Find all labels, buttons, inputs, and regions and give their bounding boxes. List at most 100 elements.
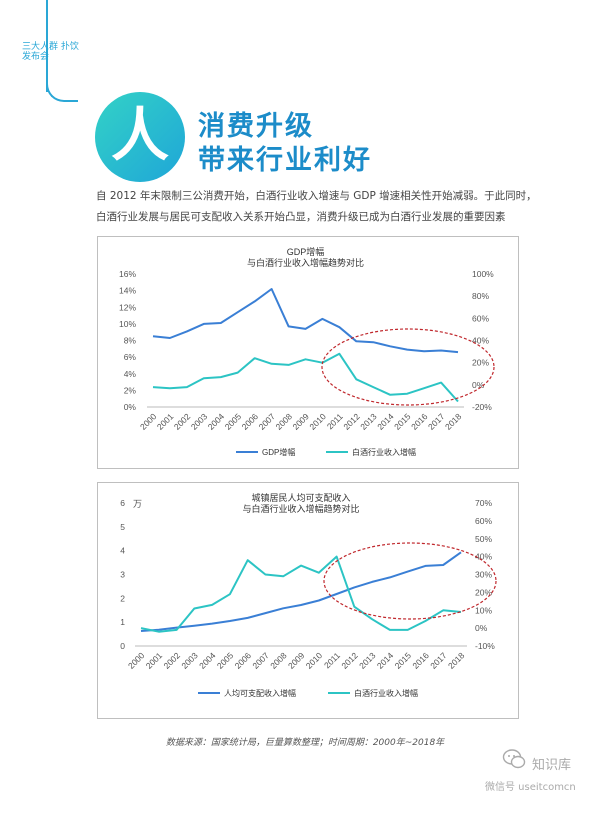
x-tick-label: 2015 (392, 411, 413, 432)
x-tick-label: 2003 (179, 650, 200, 671)
x-tick-label: 2006 (240, 411, 261, 432)
y-unit-label: 万 (133, 499, 142, 509)
x-tick-label: 2014 (375, 411, 396, 432)
series-line-1 (140, 551, 462, 632)
x-tick-label: 2006 (233, 650, 254, 671)
x-tick-label: 2005 (215, 650, 236, 671)
x-tick-label: 2009 (286, 650, 307, 671)
hero-title-line2: 带来行业利好 (198, 145, 372, 176)
y-left-tick-label: 2% (124, 385, 137, 395)
x-tick-label: 2010 (307, 411, 328, 432)
y-right-tick-label: 20% (472, 358, 489, 368)
y-right-tick-label: 0% (475, 623, 488, 633)
x-tick-label: 2002 (162, 650, 183, 671)
y-left-tick-label: 16% (119, 269, 136, 279)
chart-title: GDP增幅 (287, 246, 325, 257)
x-tick-label: 2000 (138, 411, 159, 432)
y-right-tick-label: 10% (475, 605, 492, 615)
y-right-tick-label: 40% (475, 552, 492, 562)
x-tick-label: 2004 (197, 650, 218, 671)
y-right-tick-label: 30% (475, 570, 492, 580)
chart-title: 城镇居民人均可支配收入 (251, 492, 350, 503)
brand-accent-line (46, 0, 48, 92)
y-left-tick-label: 8% (124, 336, 137, 346)
legend-label-2: 白酒行业收入增幅 (354, 688, 418, 698)
watermark-account: 微信号 useitcomcn (485, 782, 576, 793)
brand-accent-curve (46, 80, 78, 102)
y-right-tick-label: 60% (475, 516, 492, 526)
brand-vertical-text: 三大人群 扑饮发布会 (22, 42, 79, 62)
x-tick-label: 2000 (126, 650, 147, 671)
x-tick-label: 2012 (341, 411, 362, 432)
x-tick-label: 2008 (268, 650, 289, 671)
y-left-tick-label: 6% (124, 352, 137, 362)
x-tick-label: 2001 (144, 650, 165, 671)
intro-line1: 自 2012 年末限制三公消费开始，白酒行业收入增速与 GDP 增速相关性开始减… (96, 190, 537, 202)
series-line-2 (152, 352, 459, 403)
hero-title-line1: 消费升级 (198, 111, 314, 142)
y-right-tick-label: 70% (475, 498, 492, 508)
y-right-tick-label: -20% (472, 402, 492, 412)
x-tick-label: 2007 (250, 650, 271, 671)
y-right-tick-label: 60% (472, 313, 489, 323)
x-tick-label: 2008 (274, 411, 295, 432)
y-right-tick-label: 20% (475, 587, 492, 597)
gdp-chart: GDP增幅与白酒行业收入增幅趋势对比0%2%4%6%8%10%12%14%16%… (119, 246, 495, 457)
y-left-tick-label: 5 (120, 522, 125, 532)
x-tick-label: 2011 (322, 650, 342, 670)
x-tick-label: 2018 (446, 650, 467, 671)
hero-glyph-badge: 人 (95, 92, 185, 182)
x-tick-label: 2016 (410, 650, 431, 671)
x-tick-label: 2012 (339, 650, 360, 671)
y-left-tick-label: 6 (120, 498, 125, 508)
chart-subtitle: 与白酒行业收入增幅趋势对比 (242, 503, 359, 514)
x-tick-label: 2003 (189, 411, 210, 432)
wechat-icon (502, 749, 526, 769)
y-right-tick-label: 100% (472, 269, 494, 279)
y-left-tick-label: 10% (119, 319, 136, 329)
chart-subtitle: 与白酒行业收入增幅趋势对比 (247, 257, 364, 268)
x-tick-label: 2004 (206, 411, 227, 432)
y-left-tick-label: 3 (120, 570, 125, 580)
x-tick-label: 2015 (393, 650, 414, 671)
x-tick-label: 2010 (304, 650, 325, 671)
y-right-tick-label: 50% (475, 534, 492, 544)
x-tick-label: 2011 (325, 411, 345, 431)
x-tick-label: 2014 (375, 650, 396, 671)
y-right-tick-label: 40% (472, 336, 489, 346)
x-tick-label: 2013 (358, 411, 379, 432)
x-tick-label: 2007 (257, 411, 278, 432)
highlight-ellipse (323, 542, 497, 620)
x-tick-label: 2018 (443, 411, 464, 432)
y-left-tick-label: 12% (119, 302, 136, 312)
y-left-tick-label: 4% (124, 369, 137, 379)
watermark-name: 知识库 (532, 758, 572, 773)
highlight-ellipse (321, 328, 495, 406)
y-left-tick-label: 4 (120, 546, 125, 556)
y-left-tick-label: 0% (124, 402, 137, 412)
y-left-tick-label: 2 (120, 593, 125, 603)
x-tick-label: 2001 (155, 411, 176, 432)
x-tick-label: 2009 (290, 411, 311, 432)
gdp-chart-panel: GDP增幅 与白酒行业收入增幅趋势对比 0% 2% 4% 6% 8% 10% 12% 14% 16%… (97, 236, 519, 469)
y-left-tick-label: 1 (120, 617, 125, 627)
x-tick-label: 2016 (409, 411, 430, 432)
legend-label-1: GDP增幅 (262, 447, 295, 457)
x-tick-label: 2017 (428, 650, 449, 671)
x-tick-label: 2017 (426, 411, 447, 432)
x-tick-label: 2013 (357, 650, 378, 671)
series-line-2 (140, 555, 462, 633)
intro-line2: 白酒行业发展与居民可支配收入关系开始凸显，消费升级已成为白酒行业发展的重要因素 (96, 211, 506, 223)
x-tick-label: 2005 (223, 411, 244, 432)
series-line-1 (152, 288, 459, 354)
income-chart-panel: 城镇居民人均可支配收入 与白酒行业收入增幅趋势对比 万 0 1 2 3 4 5 6 -10% 0% 10… (97, 482, 519, 719)
y-right-tick-label: -10% (475, 641, 495, 651)
legend-label-2: 白酒行业收入增幅 (352, 447, 416, 457)
y-right-tick-label: 0% (472, 380, 485, 390)
data-source-note: 数据来源：国家统计局，巨量算数整理；时间周期：2000年~2018年 (165, 738, 445, 748)
legend-label-1: 人均可支配收入增幅 (224, 688, 296, 698)
y-right-tick-label: 80% (472, 291, 489, 301)
x-tick-label: 2002 (172, 411, 193, 432)
y-left-tick-label: 14% (119, 286, 136, 296)
